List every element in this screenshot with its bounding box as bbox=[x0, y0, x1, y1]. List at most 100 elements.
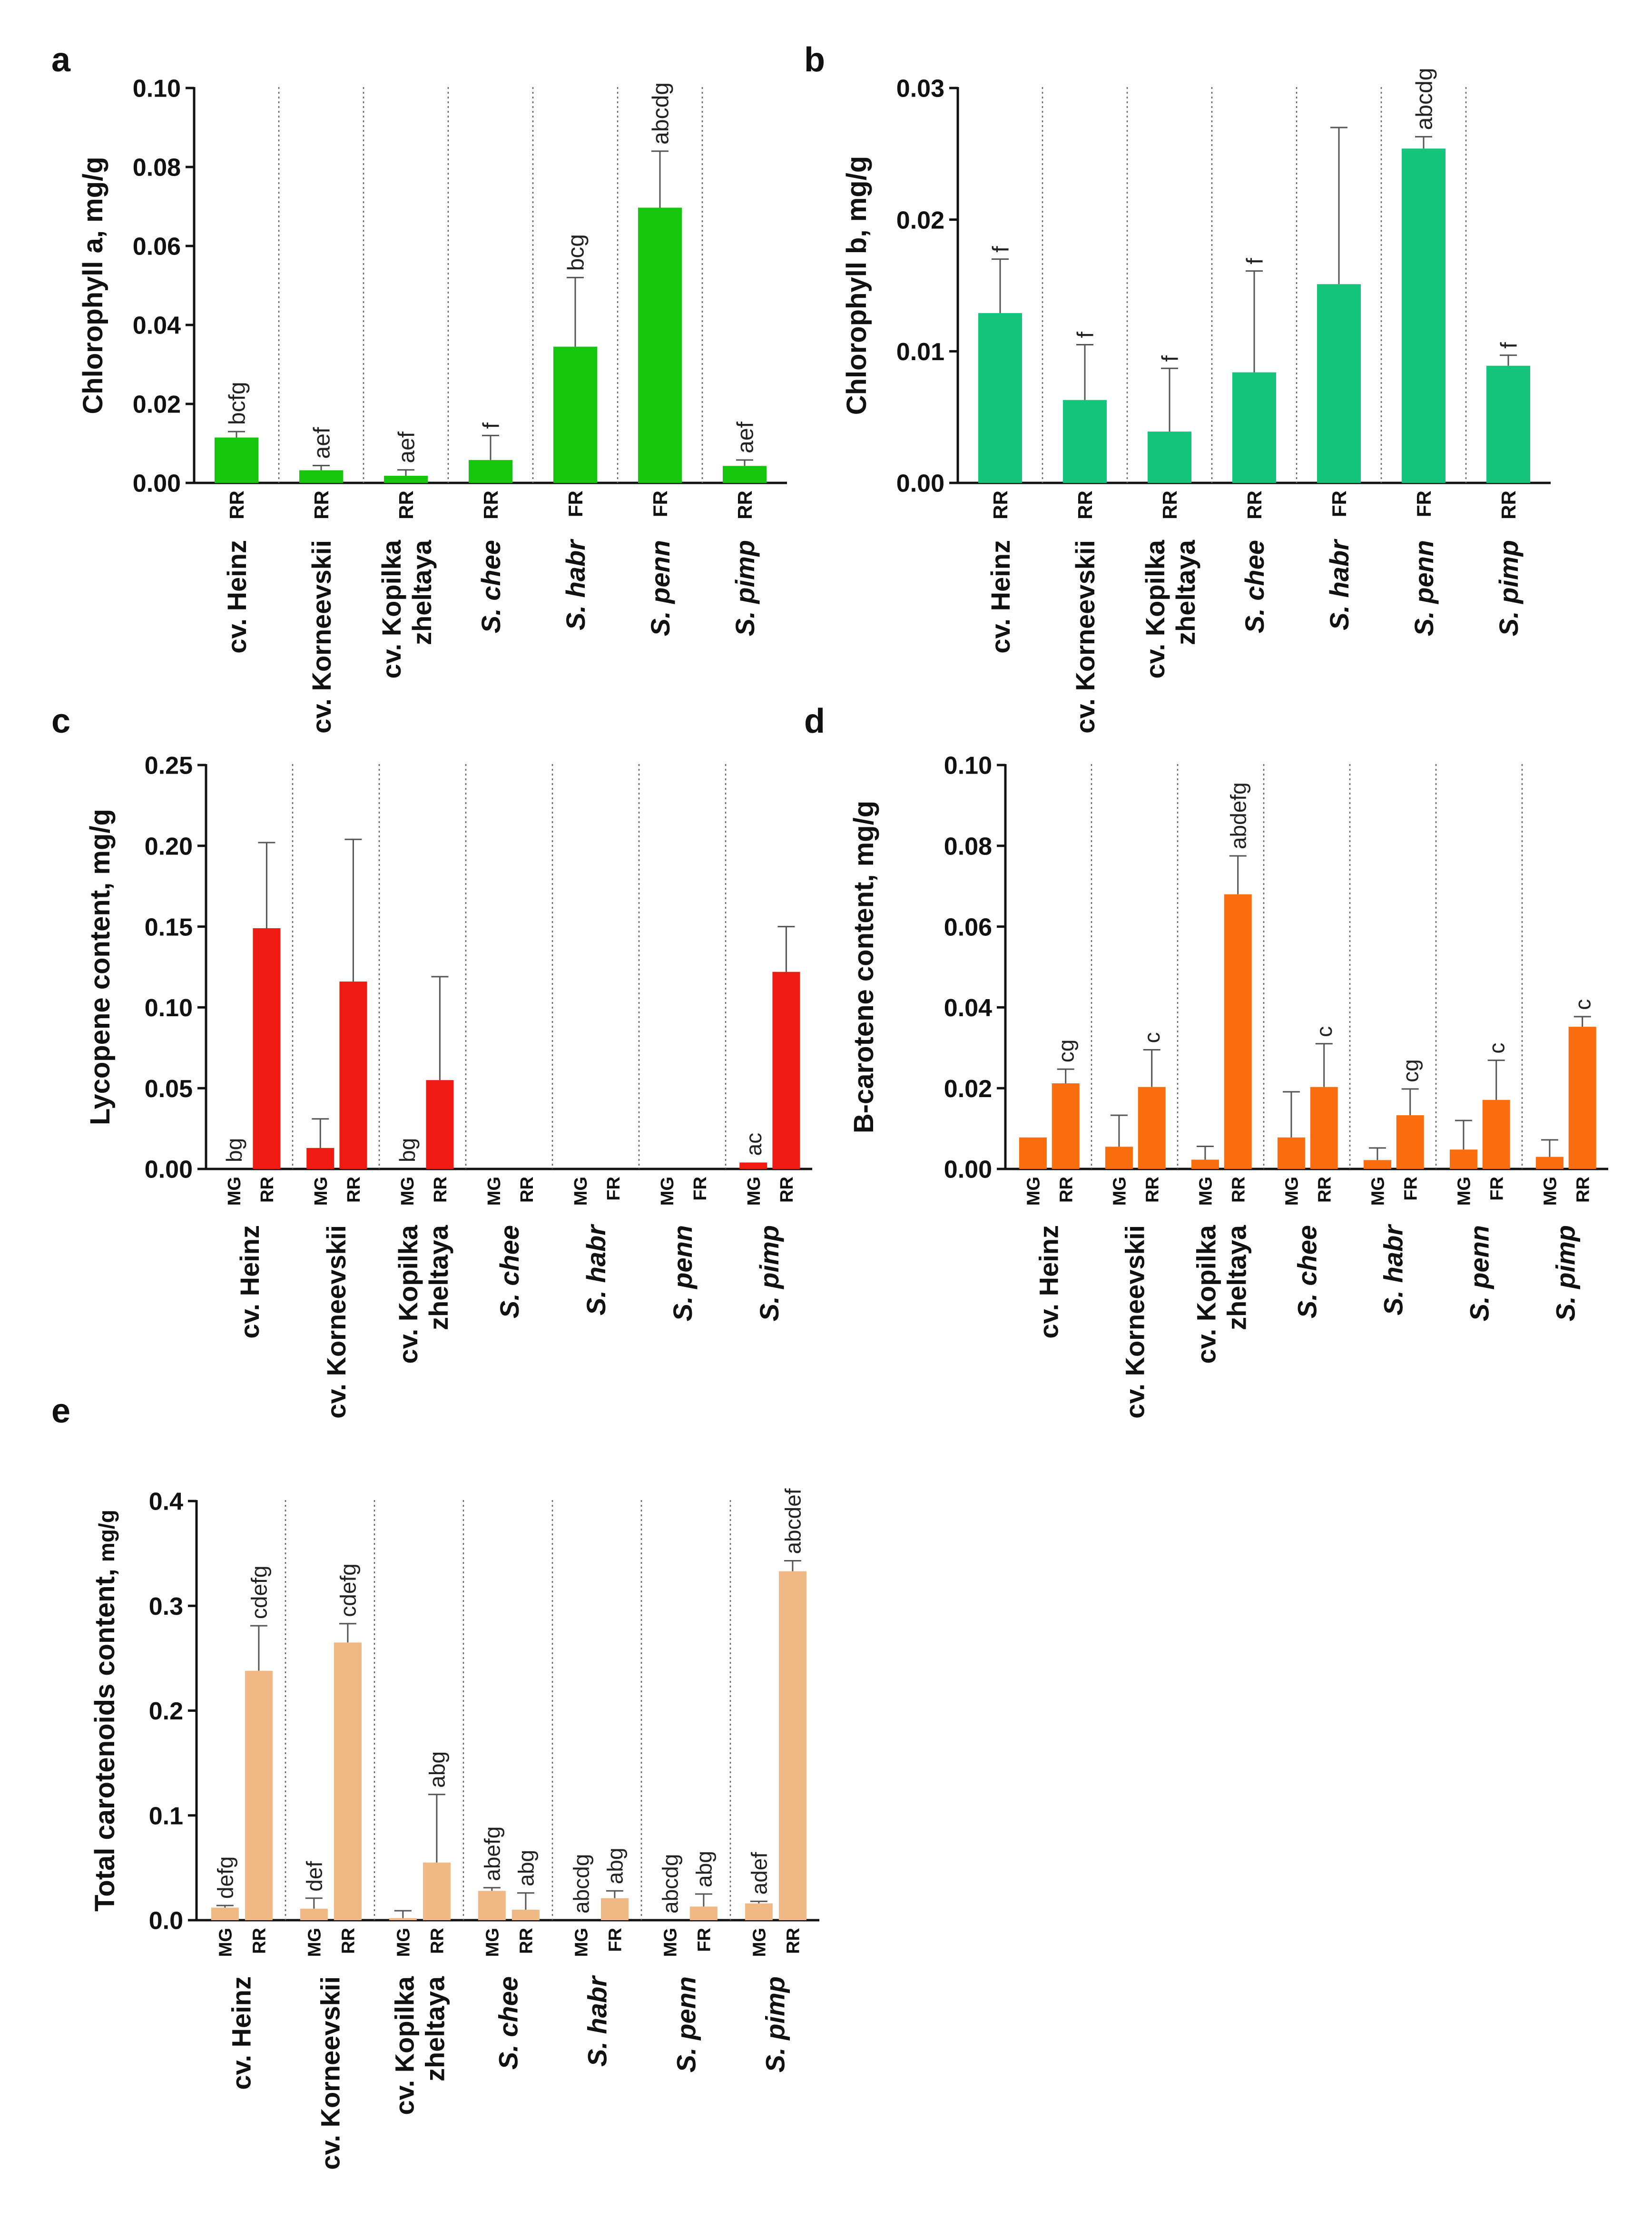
stage-label: MG bbox=[216, 1928, 236, 1957]
y-tick-label: 0.1 bbox=[149, 1802, 183, 1830]
stage-label: MG bbox=[1368, 1177, 1388, 1206]
significance-label: f bbox=[479, 422, 504, 429]
stage-label: RR bbox=[517, 1928, 537, 1954]
bar bbox=[339, 982, 367, 1169]
bar bbox=[1052, 1083, 1080, 1169]
bar bbox=[1449, 1149, 1477, 1169]
significance-label: defg bbox=[213, 1856, 237, 1899]
y-tick-label: 0.00 bbox=[133, 470, 181, 498]
y-tick-label: 0.00 bbox=[145, 1156, 193, 1184]
stage-label: MG bbox=[571, 1177, 591, 1206]
bar bbox=[215, 437, 258, 483]
bar bbox=[772, 972, 800, 1169]
significance-label: abcdg bbox=[569, 1854, 593, 1914]
bar bbox=[306, 1148, 334, 1169]
group-name-label: cv. Korneevskii bbox=[315, 1976, 345, 2170]
bar bbox=[600, 1898, 629, 1920]
y-tick-label: 0.25 bbox=[145, 752, 193, 780]
stage-label: RR bbox=[395, 491, 417, 520]
stage-label: RR bbox=[989, 491, 1012, 520]
group-name-label: cv. Heinz bbox=[985, 540, 1015, 654]
stage-label: FR bbox=[690, 1177, 710, 1201]
stage-label: MG bbox=[744, 1177, 764, 1206]
bar bbox=[689, 1906, 718, 1920]
bar bbox=[426, 1080, 454, 1169]
bar bbox=[638, 207, 682, 483]
significance-label: bcg bbox=[563, 234, 589, 271]
significance-label: cdefg bbox=[335, 1563, 360, 1617]
bar bbox=[478, 1891, 506, 1920]
y-tick-label: 0.15 bbox=[145, 913, 193, 941]
y-tick-label: 0.02 bbox=[133, 391, 181, 419]
group-name-label: cv. Korneevskii bbox=[1070, 540, 1100, 734]
bar bbox=[299, 470, 343, 483]
y-axis-title: Total carotenoids content,mg/g bbox=[89, 1510, 120, 1912]
stage-label: RR bbox=[257, 1177, 277, 1203]
y-tick-label: 0.01 bbox=[896, 338, 944, 366]
panel-label: e bbox=[51, 1392, 70, 1430]
group-name-label: S. habr bbox=[582, 1975, 612, 2067]
stage-label: RR bbox=[1315, 1177, 1335, 1203]
y-tick-label: 0.08 bbox=[133, 154, 181, 182]
panel-label: a bbox=[51, 41, 71, 79]
stage-label: MG bbox=[661, 1928, 681, 1957]
stage-label: MG bbox=[483, 1928, 503, 1957]
panel-label: d bbox=[804, 702, 825, 740]
stage-label: FR bbox=[695, 1928, 715, 1952]
y-tick-label: 0.02 bbox=[896, 206, 944, 234]
significance-label: f bbox=[1496, 342, 1522, 349]
stage-label: RR bbox=[1243, 491, 1266, 520]
bar bbox=[778, 1571, 806, 1920]
group-name-label: cv. Kopilkazheltaya bbox=[389, 1976, 450, 2115]
stage-label: FR bbox=[1413, 491, 1435, 517]
group-name-label: S. pimp bbox=[1494, 540, 1524, 636]
significance-label: bg bbox=[395, 1138, 420, 1162]
stage-label: MG bbox=[1455, 1177, 1475, 1206]
bar bbox=[745, 1903, 773, 1920]
bar bbox=[1138, 1087, 1166, 1169]
stage-label: MG bbox=[658, 1177, 678, 1206]
stage-label: RR bbox=[1074, 491, 1096, 520]
bar bbox=[300, 1908, 328, 1920]
group-name-label: S. chee bbox=[493, 1976, 523, 2070]
y-tick-label: 0.20 bbox=[145, 833, 193, 861]
stage-label: MG bbox=[484, 1177, 504, 1206]
y-tick-label: 0.03 bbox=[896, 75, 944, 103]
group-name-label: cv. Korneevskii bbox=[306, 540, 336, 734]
stage-label: MG bbox=[305, 1928, 325, 1957]
significance-label: abefg bbox=[480, 1826, 504, 1881]
bar bbox=[1396, 1115, 1424, 1169]
stage-label: RR bbox=[517, 1177, 537, 1203]
group-name-label: cv. Kopilkazheltaya bbox=[376, 540, 437, 678]
stage-label: MG bbox=[1024, 1177, 1044, 1206]
chart-panel-d: d B-carotene content, mg/g 0.00 0.02 0.04 0.0… bbox=[804, 702, 1608, 1419]
stage-label: MG bbox=[225, 1177, 245, 1206]
stage-label: RR bbox=[431, 1177, 451, 1203]
significance-label: f bbox=[1242, 258, 1268, 265]
stage-label: RR bbox=[1573, 1177, 1593, 1203]
bar bbox=[1482, 1099, 1510, 1169]
bar bbox=[1105, 1147, 1133, 1169]
group-name-label: S. chee bbox=[1292, 1225, 1322, 1318]
significance-label: aef bbox=[394, 431, 419, 463]
significance-label: c bbox=[1140, 1032, 1164, 1043]
bar bbox=[334, 1642, 362, 1920]
significance-label: abg bbox=[602, 1848, 627, 1885]
y-tick-label: 0.04 bbox=[944, 994, 992, 1022]
group-name-label: S. pimp bbox=[1551, 1225, 1581, 1321]
y-tick-label: 0.10 bbox=[944, 752, 992, 780]
significance-label: c bbox=[1484, 1043, 1509, 1054]
stage-label: MG bbox=[572, 1928, 592, 1957]
y-tick-label: 0.06 bbox=[133, 233, 181, 261]
stage-label: MG bbox=[311, 1177, 331, 1206]
group-name-label: S. habr bbox=[581, 1224, 611, 1315]
group-name-label: S. penn bbox=[645, 540, 675, 636]
significance-label: c bbox=[1570, 999, 1595, 1010]
significance-label: cg bbox=[1053, 1040, 1078, 1063]
stage-label: MG bbox=[1110, 1177, 1130, 1206]
group-name-label: S. chee bbox=[476, 540, 506, 633]
significance-label: abdefg bbox=[1226, 782, 1250, 849]
stage-label: RR bbox=[344, 1177, 364, 1203]
significance-label: abg bbox=[424, 1751, 449, 1788]
y-tick-label: 0.4 bbox=[149, 1488, 183, 1516]
